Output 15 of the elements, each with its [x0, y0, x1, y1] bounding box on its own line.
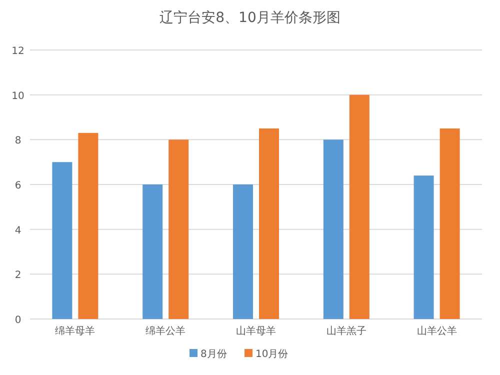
- legend-label: 8月份: [200, 349, 227, 360]
- x-tick-label: 绵羊公羊: [146, 325, 186, 337]
- title: 辽宁台安8、10月羊价条形图: [160, 10, 340, 26]
- y-tick-label: 4: [14, 225, 22, 236]
- y-tick-label: 2: [14, 270, 22, 282]
- y-tick-label: 12: [12, 46, 24, 57]
- legend-label: 10月份: [256, 349, 288, 360]
- y-tick-label: 0: [14, 315, 22, 326]
- y-tick-label: 6: [14, 180, 22, 192]
- y-tick-label: 10: [12, 90, 24, 102]
- x-tick-label: 山羊母羊: [236, 325, 276, 337]
- x-tick-label: 山羊公羊: [416, 325, 457, 337]
- x-tick-label: 山羊羔子: [326, 325, 366, 337]
- x-tick-label: 绵羊母羊: [55, 325, 96, 337]
- y-tick-label: 8: [14, 136, 22, 147]
